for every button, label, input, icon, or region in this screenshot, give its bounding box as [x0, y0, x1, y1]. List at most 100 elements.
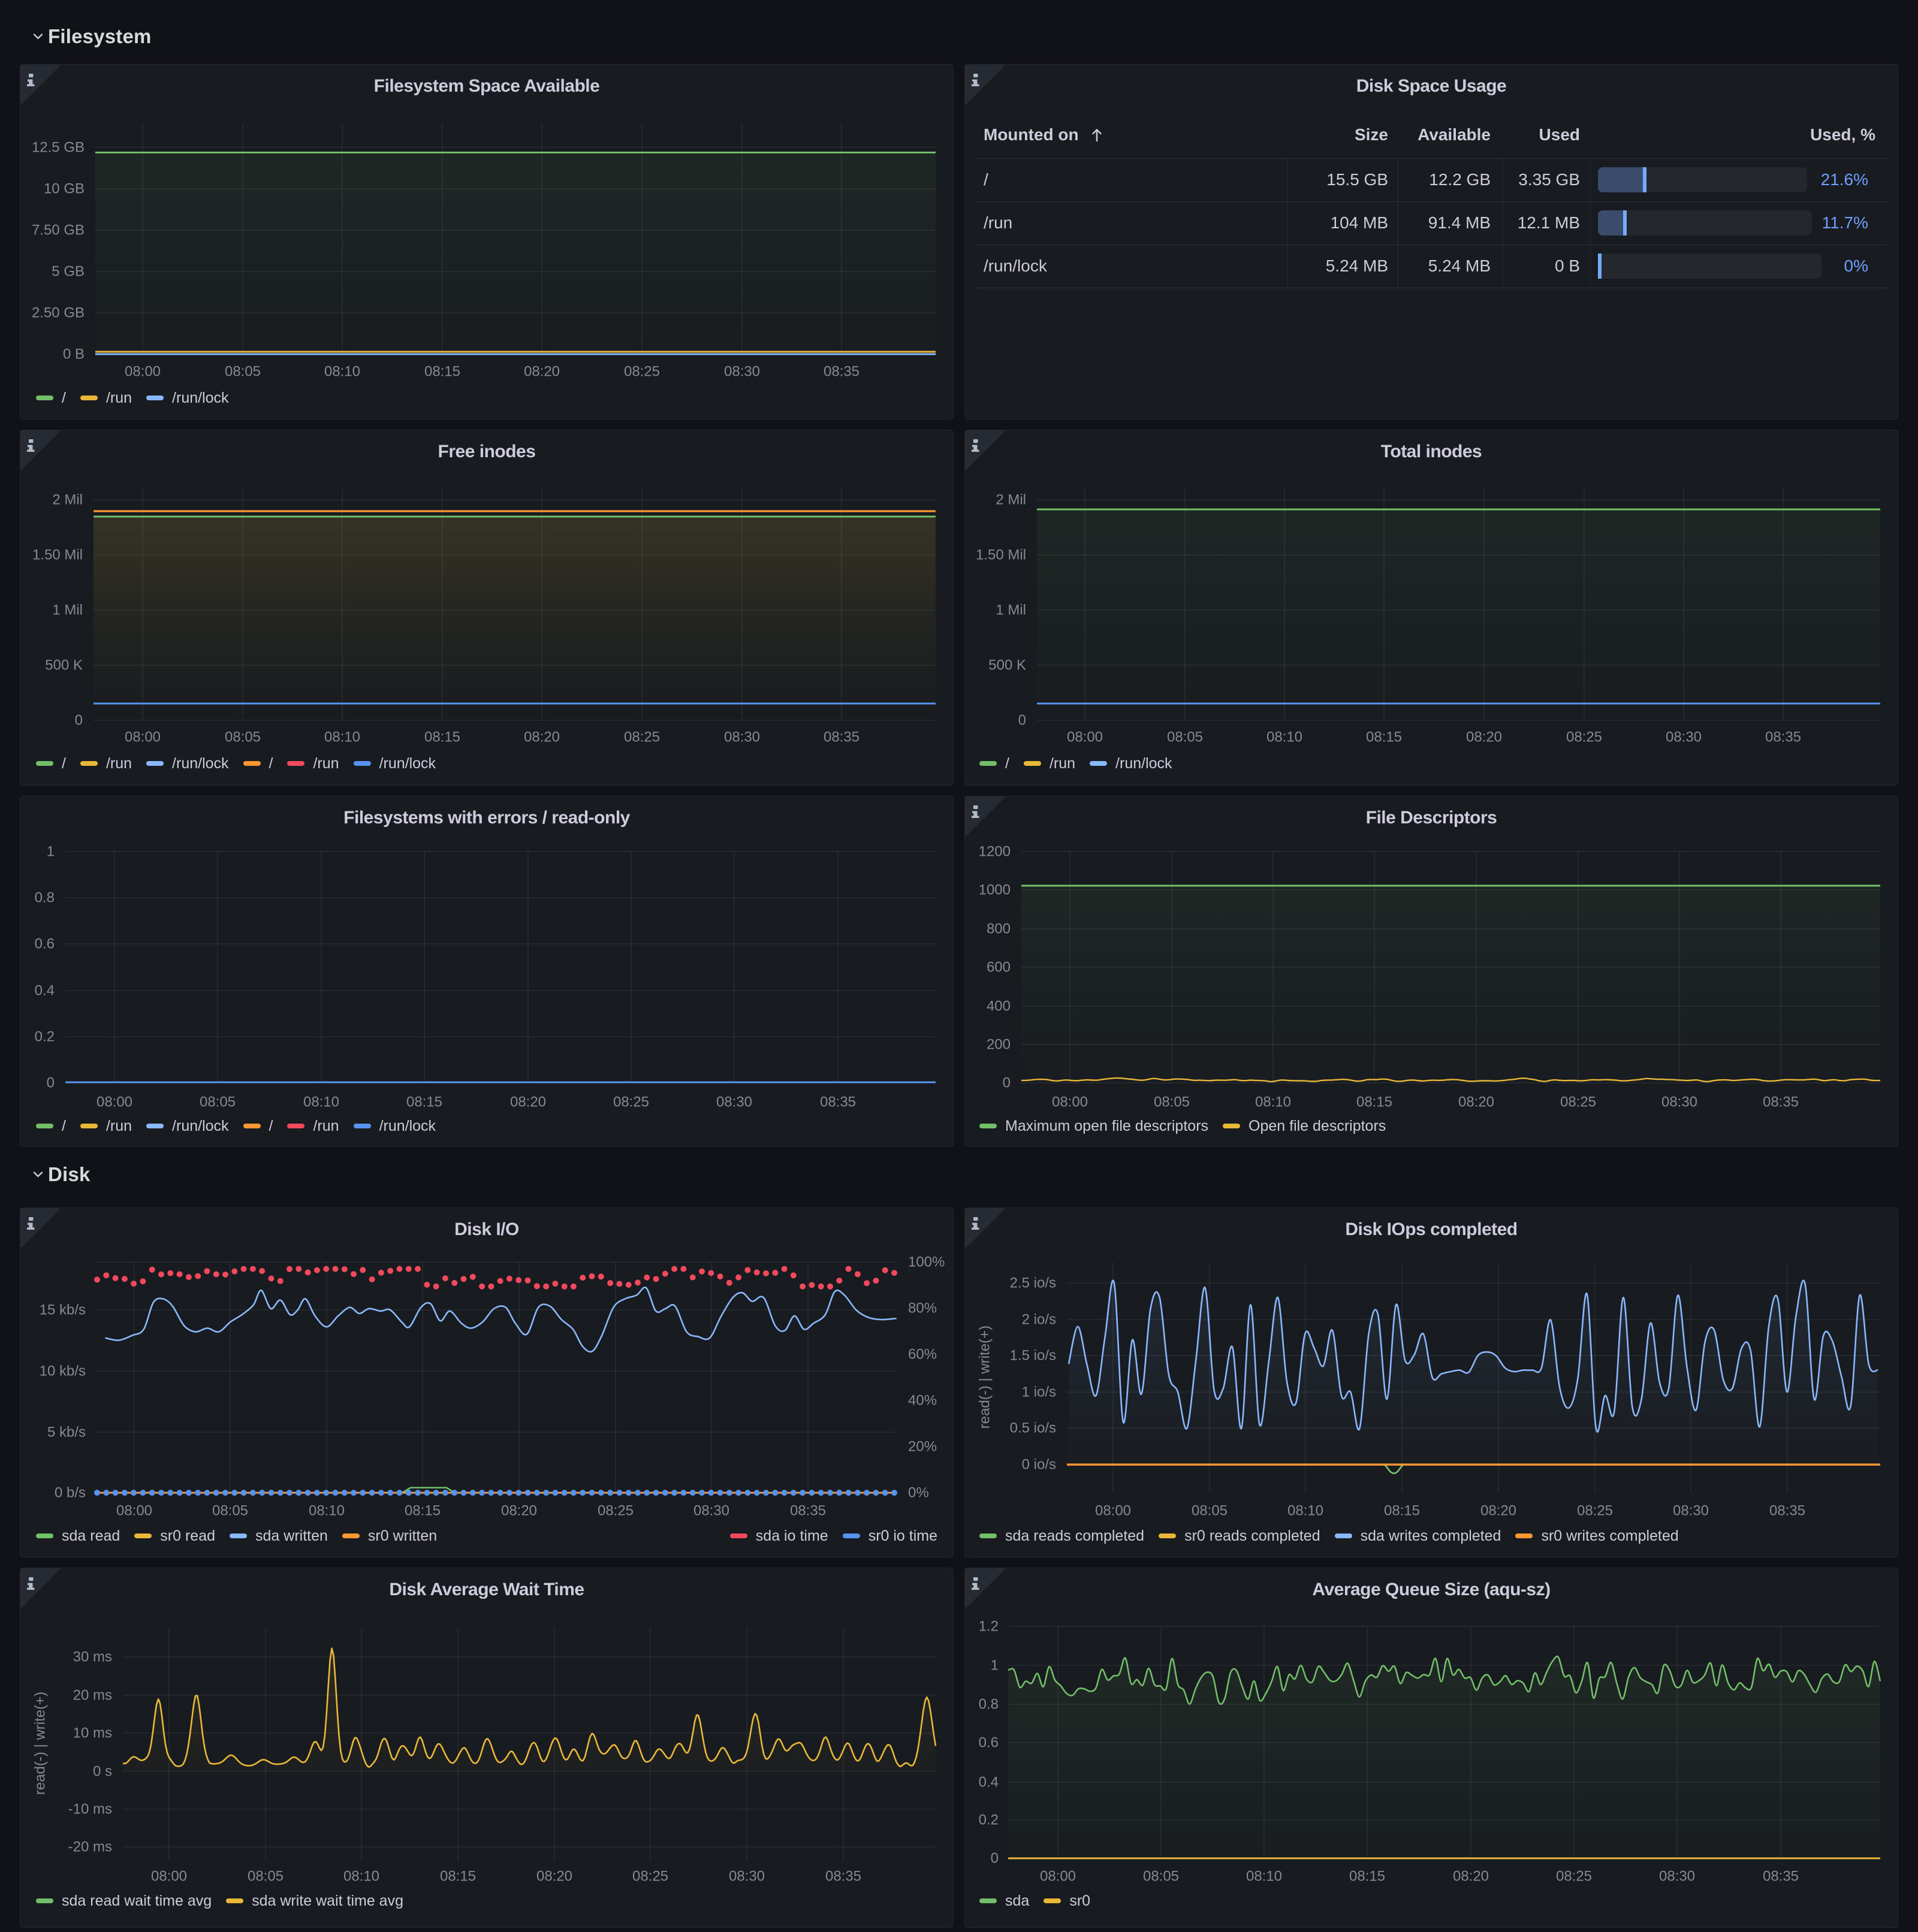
svg-text:08:30: 08:30: [1659, 1868, 1695, 1885]
svg-text:2 Mil: 2 Mil: [52, 492, 83, 508]
svg-text:30 ms: 30 ms: [73, 1649, 112, 1665]
svg-text:1 io/s: 1 io/s: [1022, 1384, 1056, 1400]
svg-text:60%: 60%: [908, 1347, 937, 1363]
svg-text:1.50 Mil: 1.50 Mil: [976, 547, 1026, 563]
svg-text:08:00: 08:00: [1040, 1868, 1076, 1885]
svg-text:08:25: 08:25: [624, 729, 660, 745]
svg-text:08:00: 08:00: [116, 1503, 152, 1519]
svg-text:2 Mil: 2 Mil: [996, 492, 1026, 508]
svg-text:08:20: 08:20: [524, 729, 560, 745]
svg-text:08:20: 08:20: [524, 364, 560, 380]
svg-text:08:00: 08:00: [1052, 1094, 1088, 1110]
svg-text:08:10: 08:10: [1287, 1503, 1323, 1519]
svg-text:08:15: 08:15: [1384, 1503, 1420, 1519]
svg-text:08:20: 08:20: [1466, 729, 1502, 745]
svg-text:08:05: 08:05: [225, 729, 261, 745]
svg-text:0.4: 0.4: [979, 1774, 999, 1791]
svg-text:08:10: 08:10: [1255, 1094, 1291, 1110]
svg-text:08:00: 08:00: [151, 1868, 187, 1885]
svg-text:08:20: 08:20: [536, 1868, 572, 1885]
svg-text:08:25: 08:25: [598, 1503, 634, 1519]
svg-text:1: 1: [47, 844, 55, 860]
svg-text:08:15: 08:15: [1356, 1094, 1392, 1110]
svg-text:08:35: 08:35: [825, 1868, 861, 1885]
svg-text:12.5 GB: 12.5 GB: [32, 140, 85, 156]
svg-text:08:15: 08:15: [424, 729, 460, 745]
svg-text:read(-) | write(+): read(-) | write(+): [977, 1326, 993, 1429]
svg-text:0 io/s: 0 io/s: [1022, 1457, 1056, 1473]
svg-text:500 K: 500 K: [45, 657, 83, 674]
svg-text:08:35: 08:35: [824, 364, 860, 380]
svg-text:08:15: 08:15: [1366, 729, 1402, 745]
svg-text:08:35: 08:35: [1769, 1503, 1805, 1519]
svg-text:1: 1: [991, 1658, 999, 1674]
svg-text:20%: 20%: [908, 1439, 937, 1455]
svg-text:0.2: 0.2: [979, 1812, 999, 1828]
svg-text:08:05: 08:05: [1167, 729, 1203, 745]
svg-text:-10 ms: -10 ms: [68, 1801, 112, 1818]
svg-text:0: 0: [991, 1851, 999, 1867]
svg-text:08:00: 08:00: [125, 729, 161, 745]
svg-text:08:25: 08:25: [1566, 729, 1602, 745]
svg-text:0: 0: [1003, 1075, 1011, 1091]
svg-text:5 GB: 5 GB: [52, 264, 85, 280]
svg-text:1.50 Mil: 1.50 Mil: [32, 547, 83, 563]
svg-text:0.4: 0.4: [35, 983, 55, 999]
svg-text:0.6: 0.6: [979, 1735, 999, 1751]
svg-text:400: 400: [987, 998, 1011, 1015]
svg-text:08:20: 08:20: [510, 1094, 546, 1110]
svg-text:1200: 1200: [979, 844, 1011, 860]
svg-text:80%: 80%: [908, 1300, 937, 1317]
svg-text:08:15: 08:15: [406, 1094, 442, 1110]
svg-text:-20 ms: -20 ms: [68, 1839, 112, 1855]
svg-text:read(-) | write(+): read(-) | write(+): [32, 1692, 49, 1795]
svg-text:08:15: 08:15: [424, 364, 460, 380]
svg-text:08:25: 08:25: [632, 1868, 668, 1885]
svg-text:08:25: 08:25: [613, 1094, 649, 1110]
svg-text:08:30: 08:30: [724, 364, 760, 380]
svg-text:2.5 io/s: 2.5 io/s: [1010, 1275, 1056, 1291]
svg-text:08:35: 08:35: [790, 1503, 826, 1519]
svg-text:15 kb/s: 15 kb/s: [40, 1302, 86, 1318]
svg-text:08:35: 08:35: [1765, 729, 1801, 745]
svg-text:0 b/s: 0 b/s: [55, 1485, 86, 1501]
svg-text:08:30: 08:30: [724, 729, 760, 745]
svg-text:20 ms: 20 ms: [73, 1688, 112, 1704]
svg-text:08:35: 08:35: [820, 1094, 856, 1110]
svg-text:08:00: 08:00: [1067, 729, 1103, 745]
svg-text:1 Mil: 1 Mil: [996, 602, 1026, 618]
svg-text:40%: 40%: [908, 1393, 937, 1409]
svg-text:600: 600: [987, 959, 1011, 976]
svg-text:08:05: 08:05: [200, 1094, 236, 1110]
svg-text:08:10: 08:10: [1246, 1868, 1282, 1885]
svg-text:08:10: 08:10: [343, 1868, 379, 1885]
svg-text:0.8: 0.8: [35, 890, 55, 906]
svg-text:5 kb/s: 5 kb/s: [47, 1424, 86, 1441]
svg-text:0 B: 0 B: [63, 346, 85, 363]
svg-text:08:20: 08:20: [1453, 1868, 1489, 1885]
svg-text:1.2: 1.2: [979, 1619, 999, 1635]
svg-text:2.50 GB: 2.50 GB: [32, 305, 85, 321]
svg-text:08:25: 08:25: [1560, 1094, 1596, 1110]
svg-text:08:30: 08:30: [1673, 1503, 1709, 1519]
svg-text:08:35: 08:35: [1763, 1094, 1799, 1110]
svg-text:0.5 io/s: 0.5 io/s: [1010, 1420, 1056, 1436]
svg-text:08:15: 08:15: [405, 1503, 441, 1519]
svg-text:08:05: 08:05: [1192, 1503, 1228, 1519]
svg-text:08:25: 08:25: [1556, 1868, 1592, 1885]
svg-text:08:05: 08:05: [248, 1868, 284, 1885]
svg-text:500 K: 500 K: [988, 657, 1026, 674]
svg-text:08:20: 08:20: [501, 1503, 537, 1519]
svg-text:0: 0: [75, 713, 83, 729]
svg-text:08:25: 08:25: [624, 364, 660, 380]
svg-text:0%: 0%: [908, 1485, 929, 1501]
svg-text:08:10: 08:10: [324, 364, 360, 380]
svg-text:08:30: 08:30: [693, 1503, 729, 1519]
svg-text:08:00: 08:00: [1095, 1503, 1131, 1519]
svg-text:0.6: 0.6: [35, 936, 55, 952]
svg-text:7.50 GB: 7.50 GB: [32, 222, 85, 239]
svg-text:0: 0: [1018, 713, 1026, 729]
svg-text:08:05: 08:05: [225, 364, 261, 380]
svg-text:10 kb/s: 10 kb/s: [40, 1363, 86, 1379]
svg-text:08:20: 08:20: [1480, 1503, 1516, 1519]
